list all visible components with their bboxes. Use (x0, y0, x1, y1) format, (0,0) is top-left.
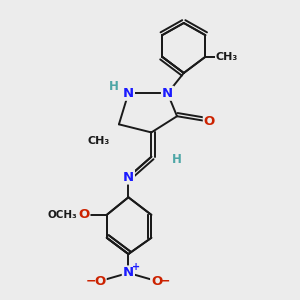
Text: +: + (132, 262, 140, 272)
Text: N: N (123, 170, 134, 184)
Text: O: O (151, 274, 162, 287)
Text: N: N (123, 87, 134, 100)
Text: H: H (109, 80, 118, 93)
Text: N: N (162, 87, 173, 100)
Text: −: − (86, 274, 97, 287)
Text: O: O (94, 274, 106, 287)
Text: O: O (78, 208, 89, 221)
Text: −: − (160, 274, 171, 287)
Text: CH₃: CH₃ (216, 52, 238, 62)
Text: OCH₃: OCH₃ (47, 210, 77, 220)
Text: H: H (172, 153, 182, 166)
Text: O: O (204, 115, 215, 128)
Text: N: N (123, 266, 134, 279)
Text: CH₃: CH₃ (88, 136, 110, 146)
